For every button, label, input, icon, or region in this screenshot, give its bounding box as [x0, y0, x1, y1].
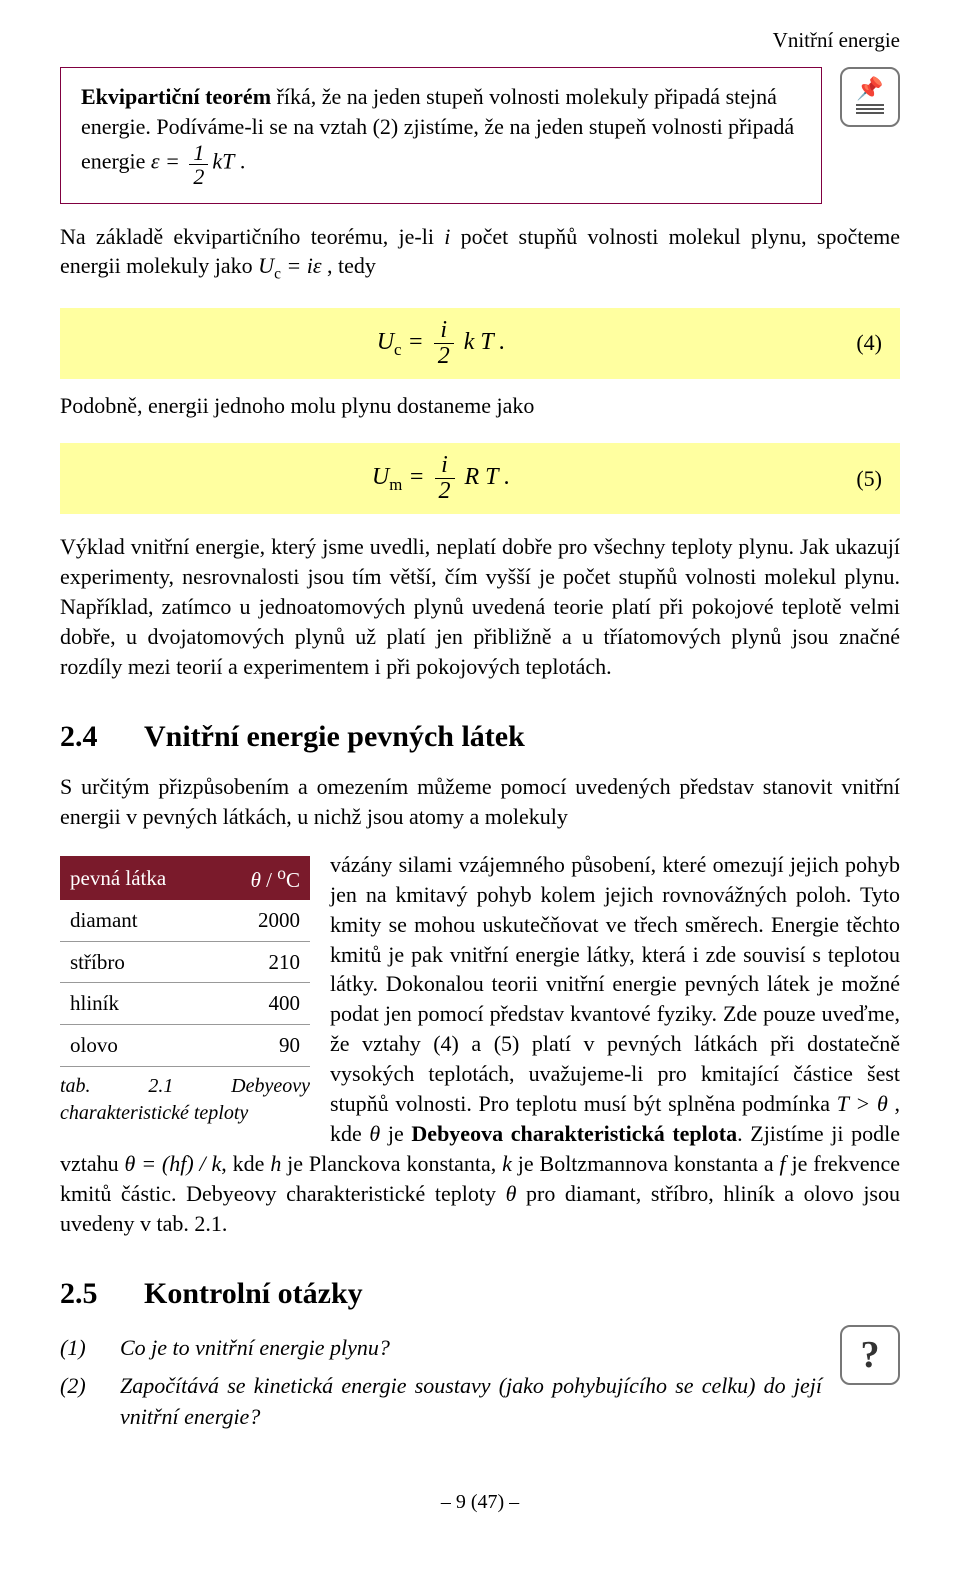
- p4-tail-e: , kde: [221, 1151, 270, 1176]
- table-cell-name: diamant: [60, 900, 216, 941]
- paragraph-3: Výklad vnitřní energie, který jsme uvedl…: [60, 532, 900, 682]
- section-2-4-heading: 2.4 Vnitřní energie pevných látek: [60, 720, 900, 754]
- debye-table: pevná látka θ / oC diamant2000stříbro210…: [60, 856, 310, 1067]
- p4-theta2: θ: [506, 1181, 517, 1206]
- p1-eq: = iε: [281, 253, 322, 278]
- table-cell-value: 400: [216, 983, 310, 1025]
- page: Vnitřní energie Ekvipartiční teorém říká…: [0, 0, 960, 1583]
- question-text: Co je to vnitřní energie plynu?: [120, 1333, 822, 1364]
- table-cell-name: stříbro: [60, 941, 216, 983]
- paragraph-4-wrap: pevná látka θ / oC diamant2000stříbro210…: [60, 850, 900, 1239]
- theorem-bold: Ekvipartiční teorém: [81, 84, 271, 109]
- p1-uc: Uc: [258, 253, 281, 278]
- theorem-frac-den: 2: [189, 165, 208, 188]
- p4-cond: T > θ: [837, 1091, 888, 1116]
- p4-tail-f: je Planckova konstanta,: [281, 1151, 502, 1176]
- note-lines-icon: [856, 102, 884, 116]
- paragraph-2: Podobně, energii jednoho molu plynu dost…: [60, 391, 900, 421]
- table-cell-name: olovo: [60, 1024, 216, 1066]
- theorem-box: Ekvipartiční teorém říká, že na jeden st…: [60, 67, 822, 204]
- table-header-col1: pevná látka: [60, 856, 216, 901]
- theorem-row: Ekvipartiční teorém říká, že na jeden st…: [60, 67, 900, 204]
- table-row: hliník400: [60, 983, 310, 1025]
- p4-tail-g: je Boltzmannova konstanta a: [512, 1151, 780, 1176]
- eq5-number: (5): [822, 466, 882, 492]
- theorem-frac-num: 1: [189, 141, 208, 165]
- table-header-row: pevná látka θ / oC: [60, 856, 310, 901]
- p4-k: k: [502, 1151, 512, 1176]
- paragraph-4-body: vázány silami vzájemného působení, které…: [330, 852, 900, 1086]
- table-cell-value: 2000: [216, 900, 310, 941]
- table-body: diamant2000stříbro210hliník400olovo90: [60, 900, 310, 1066]
- question-number: (2): [60, 1371, 120, 1433]
- equation-5: Um = i 2 R T . (5): [60, 443, 900, 514]
- p4-theta: θ: [369, 1121, 380, 1146]
- question-list: (1)Co je to vnitřní energie plynu?(2)Zap…: [60, 1325, 822, 1441]
- theorem-period: .: [234, 149, 245, 174]
- table-row: olovo90: [60, 1024, 310, 1066]
- table-row: stříbro210: [60, 941, 310, 983]
- eq4-number: (4): [822, 330, 882, 356]
- theorem-eps: ε =: [151, 149, 180, 174]
- question-item: (2)Započítává se kinetická energie soust…: [60, 1371, 822, 1433]
- questions-row: (1)Co je to vnitřní energie plynu?(2)Zap…: [60, 1325, 900, 1441]
- p1-before: Na základě ekvipartičního teorému, je-li: [60, 224, 444, 249]
- theorem-fraction: 1 2: [189, 141, 208, 188]
- question-number: (1): [60, 1333, 120, 1364]
- question-text: Započítává se kinetická energie soustavy…: [120, 1371, 822, 1433]
- p4-tail-c: je: [380, 1121, 411, 1146]
- debye-bold: Debyeova charakteristická teplota: [411, 1121, 737, 1146]
- table-cell-name: hliník: [60, 983, 216, 1025]
- p1-after: , tedy: [322, 253, 376, 278]
- section-2-4-num: 2.4: [60, 720, 140, 754]
- pushpin-icon: 📌: [856, 78, 883, 100]
- section-2-5-heading: 2.5 Kontrolní otázky: [60, 1277, 900, 1311]
- equation-4: Uc = i 2 k T . (4): [60, 308, 900, 379]
- table-cell-value: 90: [216, 1024, 310, 1066]
- eq5-body: Um = i 2 R T .: [60, 453, 822, 504]
- eq4-fraction: i 2: [434, 318, 454, 369]
- section-2-4-title: Vnitřní energie pevných látek: [144, 720, 525, 753]
- section-2-5-num: 2.5: [60, 1277, 140, 1311]
- p4-h: h: [270, 1151, 281, 1176]
- table-row: diamant2000: [60, 900, 310, 941]
- paragraph-1: Na základě ekvipartičního teorému, je-li…: [60, 222, 900, 286]
- question-item: (1)Co je to vnitřní energie plynu?: [60, 1333, 822, 1364]
- debye-table-block: pevná látka θ / oC diamant2000stříbro210…: [60, 856, 310, 1127]
- page-header: Vnitřní energie: [60, 28, 900, 53]
- eq5-fraction: i 2: [435, 453, 455, 504]
- question-icon: ?: [840, 1325, 900, 1385]
- debye-relation: θ = (hf) / k: [125, 1151, 222, 1176]
- table-caption: tab. 2.1 Debyeovy charakteristické teplo…: [60, 1073, 310, 1127]
- note-icon: 📌: [840, 67, 900, 127]
- paragraph-4-lead: S určitým přizpůsobením a omezením můžem…: [60, 772, 900, 832]
- theorem-kt: kT: [212, 149, 234, 174]
- section-2-5-title: Kontrolní otázky: [144, 1277, 363, 1310]
- eq4-body: Uc = i 2 k T .: [60, 318, 822, 369]
- table-cell-value: 210: [216, 941, 310, 983]
- table-header-col2: θ / oC: [216, 856, 310, 901]
- page-footer: – 9 (47) –: [60, 1491, 900, 1514]
